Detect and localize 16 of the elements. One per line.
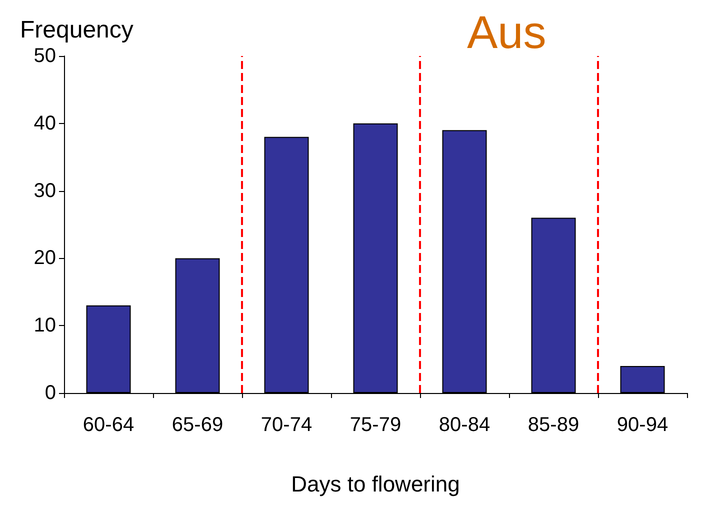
chart-title: Aus	[467, 6, 546, 58]
x-tick-label: 65-69	[172, 414, 224, 436]
x-tick-label: 80-84	[438, 414, 490, 436]
x-tick-label: 75-79	[350, 414, 402, 436]
x-tick-label: 70-74	[260, 414, 312, 436]
x-tick-label: 85-89	[528, 414, 580, 436]
y-tick-label: 10	[34, 314, 56, 337]
x-tick-label: 90-94	[616, 414, 668, 436]
y-tick-label: 0	[44, 382, 56, 404]
x-axis-title: Days to flowering	[291, 472, 460, 496]
y-tick-label: 30	[34, 180, 56, 202]
y-axis-title: Frequency	[20, 16, 134, 44]
x-tick-label: 60-64	[82, 414, 134, 436]
y-tick-label: 20	[34, 247, 56, 270]
y-tick-label: 40	[34, 112, 56, 134]
y-tick-label: 50	[34, 45, 56, 67]
